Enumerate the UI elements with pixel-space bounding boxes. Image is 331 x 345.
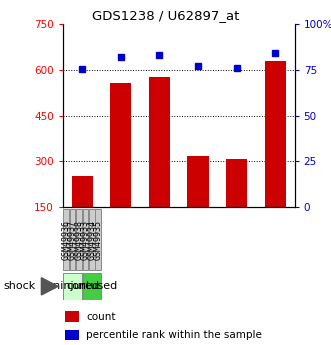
Bar xyxy=(226,159,247,207)
Bar xyxy=(82,209,88,270)
Bar xyxy=(110,83,131,207)
Text: GSM49937: GSM49937 xyxy=(68,220,77,260)
Text: percentile rank within the sample: percentile rank within the sample xyxy=(86,330,262,340)
Text: shock: shock xyxy=(3,282,35,291)
Text: GSM49938: GSM49938 xyxy=(74,220,83,260)
Bar xyxy=(95,209,101,270)
Bar xyxy=(63,209,69,270)
Bar xyxy=(187,156,209,207)
Bar xyxy=(63,273,82,300)
Bar xyxy=(65,312,79,322)
Bar xyxy=(89,209,95,270)
Text: GDS1238 / U62897_at: GDS1238 / U62897_at xyxy=(92,9,239,22)
Text: GSM49935: GSM49935 xyxy=(94,220,103,260)
Text: contused: contused xyxy=(66,282,118,291)
Text: uninjured: uninjured xyxy=(46,282,99,291)
Text: count: count xyxy=(86,312,116,322)
Text: GSM49936: GSM49936 xyxy=(62,220,71,260)
Bar xyxy=(70,209,75,270)
Bar xyxy=(65,329,79,340)
Bar xyxy=(76,209,82,270)
Bar xyxy=(71,176,93,207)
Bar xyxy=(149,77,170,207)
Text: GSM49934: GSM49934 xyxy=(87,220,96,260)
Text: GSM49933: GSM49933 xyxy=(81,220,90,260)
Polygon shape xyxy=(41,278,58,295)
Bar xyxy=(265,61,286,207)
Bar xyxy=(82,273,101,300)
